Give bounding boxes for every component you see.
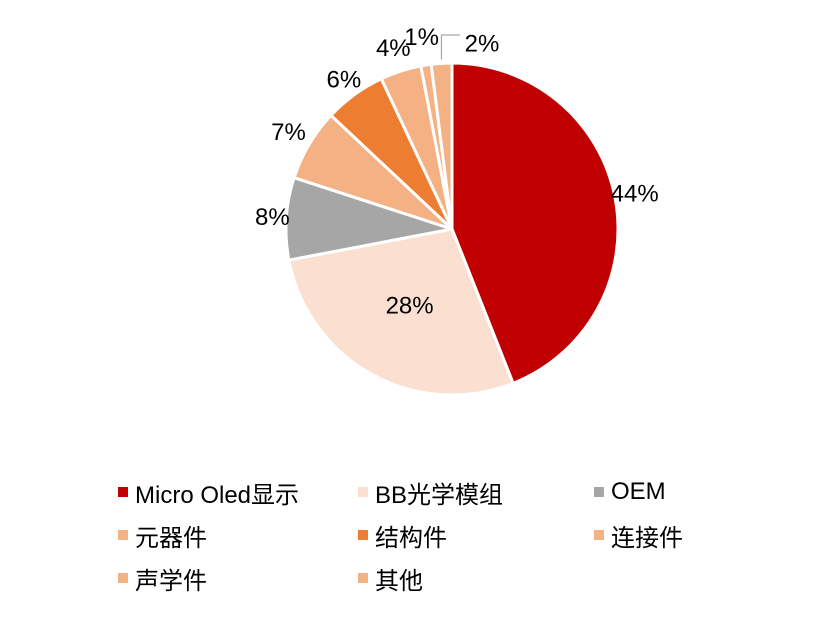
legend-label: Micro Oled显示 bbox=[135, 481, 300, 509]
legend-item-micro-oled: Micro Oled显示 bbox=[118, 478, 358, 509]
legend-swatch bbox=[118, 573, 128, 583]
legend-item-connectors: 连接件 bbox=[594, 521, 794, 552]
legend-swatch bbox=[358, 487, 368, 497]
data-label-other: 2% bbox=[465, 31, 500, 58]
legend-item-bb-optics: BB光学模组 bbox=[358, 478, 594, 509]
legend-label: 元器件 bbox=[135, 524, 207, 552]
legend-swatch bbox=[358, 573, 368, 583]
legend: Micro Oled显示 BB光学模组 OEM 元器件 结构件 连接件 声学件 bbox=[118, 478, 794, 595]
legend-swatch bbox=[594, 530, 604, 540]
data-label-acoustic-parts: 1% bbox=[404, 24, 439, 51]
legend-label: 其他 bbox=[375, 567, 423, 595]
legend-label: OEM bbox=[611, 478, 666, 505]
legend-label: 结构件 bbox=[375, 524, 447, 552]
legend-swatch bbox=[118, 530, 128, 540]
legend-swatch bbox=[358, 530, 368, 540]
legend-item-other: 其他 bbox=[358, 564, 594, 595]
legend-label: BB光学模组 bbox=[375, 481, 504, 509]
leader-line-other bbox=[440, 34, 460, 60]
data-label-bb-optics: 28% bbox=[386, 293, 434, 320]
legend-swatch bbox=[118, 487, 128, 497]
data-label-components: 7% bbox=[271, 119, 306, 146]
legend-item-structural-parts: 结构件 bbox=[358, 521, 594, 552]
legend-item-oem: OEM bbox=[594, 478, 794, 506]
pie-slice-bb-optics bbox=[287, 227, 515, 397]
data-label-structural-parts: 6% bbox=[327, 67, 362, 94]
legend-swatch bbox=[594, 487, 604, 497]
legend-item-acoustic-parts: 声学件 bbox=[118, 564, 358, 595]
pie-slice-other bbox=[429, 61, 454, 231]
data-label-connectors: 4% bbox=[376, 35, 411, 62]
legend-label: 声学件 bbox=[135, 567, 207, 595]
pie-slice-micro-oled bbox=[450, 61, 620, 385]
data-label-micro-oled: 44% bbox=[611, 181, 659, 208]
legend-item-components: 元器件 bbox=[118, 521, 358, 552]
data-label-oem: 8% bbox=[255, 204, 290, 231]
legend-label: 连接件 bbox=[611, 524, 683, 552]
